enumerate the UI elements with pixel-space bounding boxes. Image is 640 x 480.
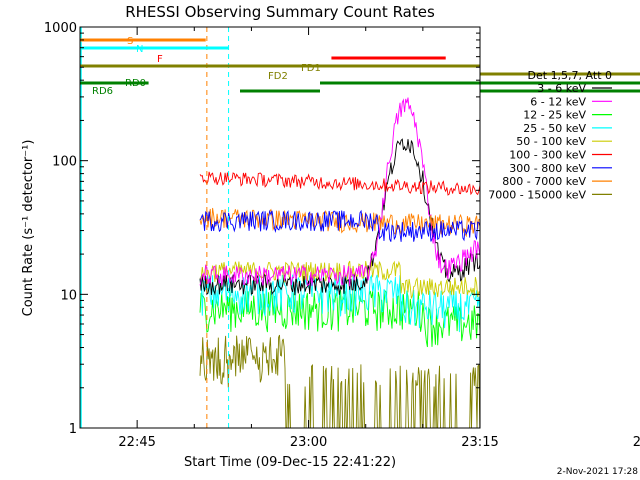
y-tick-label: 1 <box>69 422 77 437</box>
legend-entry-label: 300 - 800 keV <box>509 162 586 175</box>
series-line <box>199 207 480 238</box>
series-line <box>199 289 480 348</box>
y-tick-label: 10 <box>60 288 77 303</box>
x-tick-label: 23:15 <box>461 435 498 450</box>
y-axis-label: Count Rate (s⁻¹ detector⁻¹) <box>21 140 36 317</box>
flag-label: RD0 <box>125 78 146 89</box>
series-line <box>199 171 480 196</box>
x-tick-label: 23:00 <box>290 435 327 450</box>
flag-label: FD1 <box>301 63 321 74</box>
y-axis: 1 10 100 1000 <box>44 21 480 437</box>
y-tick-label: 1000 <box>44 21 77 36</box>
series-layer <box>80 27 480 428</box>
flag-label: FD2 <box>268 71 288 82</box>
series-line <box>199 138 480 296</box>
x-tick-label: 23:30 <box>633 435 640 450</box>
series-line <box>199 273 480 333</box>
legend-header: Det 1,5,7, Att 0 <box>528 69 612 82</box>
x-axis-label: Start Time (09-Dec-15 22:41:22) <box>184 455 396 470</box>
series-line <box>199 209 480 242</box>
flag-label: F <box>157 54 163 65</box>
flag-label: N <box>136 44 143 55</box>
legend-entry-label: 6 - 12 keV <box>530 95 586 108</box>
series-line <box>199 97 480 287</box>
footer-date: 2-Nov-2021 17:28 <box>557 467 639 477</box>
legend-entry-label: 3 - 6 keV <box>537 82 586 95</box>
legend-entry-label: 100 - 300 keV <box>509 149 586 162</box>
series-line <box>199 334 480 428</box>
flag-layer: SN F FD1 FD2 RD0 RD6 <box>80 36 640 97</box>
flag-label: S <box>127 36 133 47</box>
flag-label: RD6 <box>92 86 113 97</box>
chart-title: RHESSI Observing Summary Count Rates <box>125 3 435 21</box>
legend-entry-label: 7000 - 15000 keV <box>488 188 586 201</box>
plot-frame <box>79 26 481 429</box>
legend-entry-label: 800 - 7000 keV <box>502 175 586 188</box>
legend-entry-label: 25 - 50 keV <box>523 122 586 135</box>
x-tick-label: 22:45 <box>118 435 155 450</box>
plot-area: SN F FD1 FD2 RD0 RD6 <box>79 26 640 429</box>
legend-entry-label: 50 - 100 keV <box>516 135 586 148</box>
y-tick-label: 100 <box>52 155 77 170</box>
legend-entry-label: 12 - 25 keV <box>523 109 586 122</box>
